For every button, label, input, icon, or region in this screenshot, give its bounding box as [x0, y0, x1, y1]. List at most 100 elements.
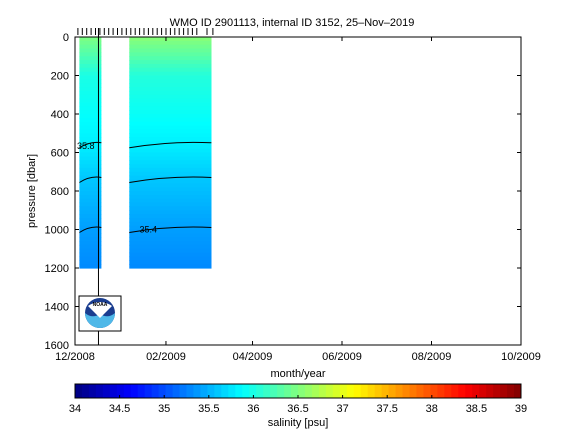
salinity-cell — [79, 241, 102, 246]
salinity-cell — [129, 179, 212, 184]
salinity-cell — [79, 152, 102, 157]
colorbar-cell — [270, 384, 278, 398]
colorbar-cell — [263, 384, 271, 398]
x-axis-label: month/year — [270, 368, 325, 380]
salinity-cell — [129, 198, 212, 204]
salinity-cell — [129, 125, 212, 130]
colorbar-tick-label: 35 — [158, 403, 170, 415]
salinity-cell — [129, 67, 212, 73]
salinity-cell — [79, 198, 102, 204]
colorbar-cell — [242, 384, 250, 398]
colorbar-cell — [493, 384, 501, 398]
salinity-cell — [129, 264, 212, 269]
salinity-cell — [129, 221, 212, 227]
colorbar-cell — [318, 384, 327, 398]
colorbar-cell — [514, 384, 522, 398]
salinity-cell — [129, 187, 212, 192]
colorbar-tick-label: 39 — [515, 403, 527, 415]
salinity-cell — [129, 83, 212, 88]
salinity-cell — [79, 148, 102, 154]
colorbar-cell — [172, 384, 181, 398]
salinity-cell — [129, 79, 212, 84]
salinity-cell — [129, 90, 212, 96]
colorbar-cell — [284, 384, 292, 398]
salinity-cell — [79, 117, 102, 123]
salinity-cell — [79, 214, 102, 219]
salinity-cell — [79, 221, 102, 227]
x-tick-label: 10/2009 — [501, 351, 541, 363]
colorbar-cell — [500, 384, 508, 398]
salinity-cell — [79, 229, 102, 234]
colorbar-tick-label: 37 — [336, 403, 348, 415]
salinity-cell — [129, 183, 212, 188]
salinity-cell — [79, 67, 102, 73]
y-tick-label: 200 — [51, 71, 69, 83]
salinity-cell — [79, 90, 102, 96]
salinity-cell — [129, 214, 212, 219]
colorbar-cell — [381, 384, 390, 398]
contour-label: 35.8 — [77, 141, 95, 151]
salinity-cell — [129, 137, 212, 142]
salinity-cell — [129, 156, 212, 161]
colorbar: 34 34.5 35 35.5 36 36.5 37 37.5 38 38.5 39 — [69, 383, 527, 415]
colorbar-cell — [437, 384, 445, 398]
colorbar-tick-label: 36 — [247, 403, 259, 415]
colorbar-tick-label: 34.5 — [109, 403, 130, 415]
x-tick-label: 08/2009 — [412, 351, 452, 363]
y-tick-label: 0 — [63, 32, 69, 44]
salinity-cell — [79, 256, 102, 261]
x-tick-label: 04/2009 — [233, 351, 273, 363]
logo-wave — [85, 313, 115, 328]
salinity-cell — [79, 244, 102, 250]
y-tick-label: 600 — [51, 148, 69, 160]
salinity-cell — [79, 137, 102, 142]
chart-title: WMO ID 2901113, internal ID 3152, 25–Nov… — [170, 17, 415, 29]
isohaline — [79, 176, 102, 183]
salinity-cell — [79, 233, 102, 238]
colorbar-cell — [465, 384, 473, 398]
contour-labels: 35.8 35.4 — [77, 141, 157, 235]
isohaline — [79, 141, 102, 149]
colorbar-cell — [479, 384, 487, 398]
colorbar-cell — [277, 384, 285, 398]
colorbar-cell — [325, 384, 334, 398]
salinity-cell — [79, 102, 102, 107]
colorbar-cell — [200, 384, 208, 398]
salinity-cell — [129, 110, 212, 115]
salinity-cell — [129, 48, 212, 53]
colorbar-cell — [95, 384, 104, 398]
colorbar-cell — [458, 384, 466, 398]
colorbar-cell — [214, 384, 222, 398]
colorbar-cell — [75, 384, 83, 398]
salinity-cell — [79, 125, 102, 130]
colorbar-cell — [151, 384, 160, 398]
salinity-cell — [79, 94, 102, 100]
colorbar-cell — [332, 384, 341, 398]
salinity-cell — [129, 148, 212, 154]
salinity-cell — [129, 114, 212, 119]
colorbar-cell — [291, 384, 299, 398]
salinity-cell — [129, 237, 212, 242]
colorbar-cell — [430, 384, 438, 398]
salinity-cell — [79, 248, 102, 254]
salinity-cell — [129, 37, 212, 42]
colorbar-cell — [388, 384, 397, 398]
colorbar-tick-label: 38 — [426, 403, 438, 415]
salinity-cell — [79, 210, 102, 215]
y-tick-label: 1000 — [45, 225, 69, 237]
salinity-cell — [129, 233, 212, 238]
salinity-cell — [129, 144, 212, 150]
y-axis-label: pressure [dbar] — [26, 154, 38, 228]
salinity-cell — [129, 71, 212, 77]
colorbar-cell — [346, 384, 355, 398]
salinity-field — [79, 37, 212, 269]
salinity-cell — [79, 160, 102, 165]
colorbar-cell — [507, 384, 515, 398]
salinity-cell — [129, 52, 212, 57]
logo-text: NOAA — [93, 302, 108, 308]
salinity-cell — [79, 133, 102, 138]
colorbar-cell — [88, 384, 97, 398]
salinity-cell — [129, 252, 212, 258]
contour-lines — [79, 141, 212, 233]
colorbar-cell — [374, 384, 383, 398]
